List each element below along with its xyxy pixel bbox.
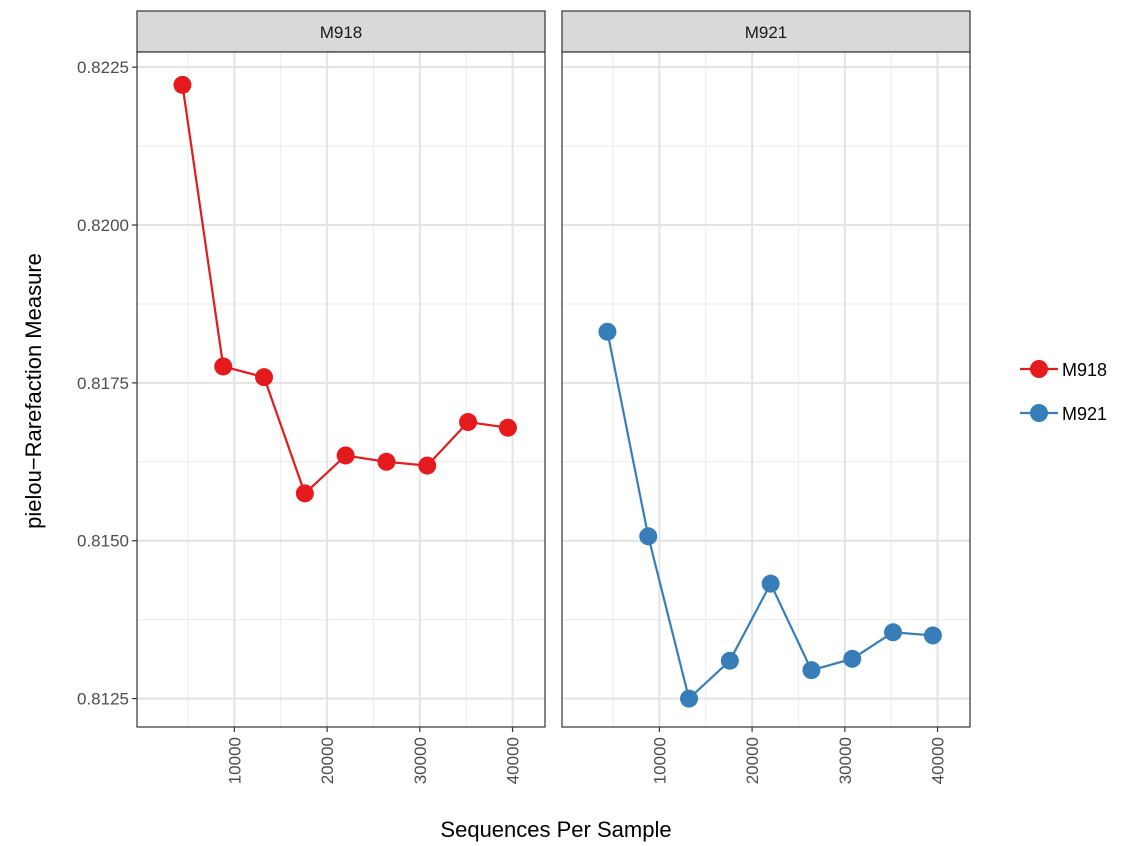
legend-item-M921: M921 [1020,404,1107,424]
data-point [598,322,617,341]
data-point [884,623,903,642]
panel-background [137,52,545,727]
x-tick-label: 40000 [929,737,948,784]
facet-strip-label: M918 [320,23,363,42]
x-tick-label: 30000 [836,737,855,784]
data-point [459,413,478,432]
data-point [336,446,355,465]
panel-border [136,51,546,728]
data-point [680,689,699,708]
legend-item-M918: M918 [1020,360,1107,380]
legend: M918 M921 [1020,360,1107,424]
data-point [214,357,233,376]
x-tick-label: 30000 [411,737,430,784]
y-axis: 0.8125 0.8150 0.8175 0.8200 0.8225 [77,58,137,709]
legend-label: M921 [1062,404,1107,424]
data-point [720,651,739,670]
data-point [639,527,658,546]
data-point [761,574,780,593]
legend-key-point [1030,360,1048,378]
x-axis-title: Sequences Per Sample [440,817,671,842]
facet-strip-label: M921 [745,23,788,42]
panel-background [562,52,970,727]
x-tick-label: 10000 [225,737,244,784]
facet-strip [136,10,546,53]
data-point [843,649,862,668]
x-tick-label: 40000 [504,737,523,784]
data-point [498,418,517,437]
data-point [923,626,942,645]
facet-strip [561,10,971,53]
y-tick-label: 0.8175 [77,374,129,393]
data-point [255,368,274,387]
data-point [377,452,396,471]
panel-M921: M921 10000 20000 30000 40000 [561,10,971,784]
y-tick-label: 0.8150 [77,532,129,551]
x-tick-label: 10000 [650,737,669,784]
data-point [418,456,437,475]
facet-panels: M918 10000 20000 30000 40000 M921 10000 20000 30… [136,10,971,784]
data-point [173,75,192,94]
data-point [802,661,821,680]
x-tick-label: 20000 [318,737,337,784]
y-tick-label: 0.8200 [77,216,129,235]
panel-border [561,51,971,728]
y-tick-label: 0.8125 [77,690,129,709]
y-axis-title: pielou−Rarefaction Measure [21,253,46,529]
x-tick-label: 20000 [743,737,762,784]
legend-label: M918 [1062,360,1107,380]
data-point [295,484,314,503]
y-tick-label: 0.8225 [77,58,129,77]
legend-key-point [1030,404,1048,422]
panel-M918: M918 10000 20000 30000 40000 [136,10,546,784]
